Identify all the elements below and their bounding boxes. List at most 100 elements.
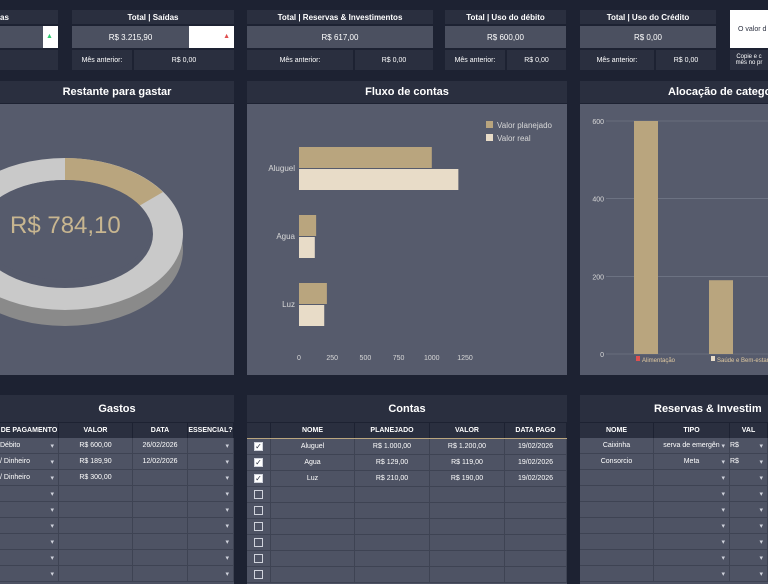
reservas-tipo-dropdown[interactable]: Meta <box>654 454 730 470</box>
contas-cell[interactable]: R$ 1.000,00 <box>355 439 430 455</box>
gastos-cell[interactable]: R$ 600,00 <box>59 438 133 454</box>
checkbox[interactable] <box>254 506 263 515</box>
contas-cell[interactable] <box>505 551 567 567</box>
checkbox[interactable] <box>254 554 263 563</box>
reservas-cell[interactable] <box>730 502 768 518</box>
reservas-cell[interactable] <box>580 502 654 518</box>
reservas-tipo-dropdown[interactable]: serva de emergên <box>654 438 730 454</box>
gastos-essencial-dropdown[interactable] <box>188 486 234 502</box>
reservas-cell[interactable] <box>730 518 768 534</box>
contas-cell[interactable] <box>355 503 430 519</box>
checkbox[interactable]: ✓ <box>254 458 263 467</box>
contas-cell[interactable]: R$ 210,00 <box>355 471 430 487</box>
gastos-cell[interactable] <box>133 566 188 582</box>
reservas-cell[interactable]: R$ <box>730 438 768 454</box>
reservas-cell[interactable] <box>730 534 768 550</box>
reservas-cell[interactable] <box>730 550 768 566</box>
checkbox[interactable]: ✓ <box>254 442 263 451</box>
contas-cell[interactable]: R$ 190,00 <box>430 471 505 487</box>
gastos-pagamento-dropdown[interactable] <box>0 486 59 502</box>
gastos-pagamento-dropdown[interactable]: / Dinheiro <box>0 470 59 486</box>
reservas-tipo-dropdown[interactable] <box>654 518 730 534</box>
gastos-pagamento-dropdown[interactable] <box>0 518 59 534</box>
contas-cell[interactable]: 19/02/2026 <box>505 439 567 455</box>
contas-cell[interactable]: Agua <box>271 455 355 471</box>
gastos-cell[interactable]: R$ 189,90 <box>59 454 133 470</box>
gastos-cell[interactable] <box>133 518 188 534</box>
gastos-cell[interactable] <box>59 502 133 518</box>
contas-cell[interactable] <box>271 551 355 567</box>
checkbox[interactable] <box>254 538 263 547</box>
contas-cell[interactable]: 19/02/2026 <box>505 471 567 487</box>
gastos-pagamento-dropdown[interactable]: / Dinheiro <box>0 454 59 470</box>
contas-cell[interactable] <box>271 487 355 503</box>
gastos-pagamento-dropdown[interactable] <box>0 566 59 582</box>
contas-cell[interactable] <box>271 535 355 551</box>
checkbox[interactable] <box>254 490 263 499</box>
reservas-cell[interactable]: R$ <box>730 454 768 470</box>
gastos-cell[interactable]: 12/02/2026 <box>133 454 188 470</box>
reservas-cell[interactable] <box>730 566 768 582</box>
reservas-cell[interactable] <box>580 518 654 534</box>
gastos-cell[interactable] <box>133 534 188 550</box>
contas-cell[interactable] <box>430 519 505 535</box>
gastos-pagamento-dropdown[interactable] <box>0 502 59 518</box>
reservas-cell[interactable] <box>580 566 654 582</box>
gastos-cell[interactable]: 26/02/2026 <box>133 438 188 454</box>
reservas-cell[interactable] <box>730 470 768 486</box>
gastos-cell[interactable] <box>59 534 133 550</box>
reservas-tipo-dropdown[interactable] <box>654 566 730 582</box>
contas-cell[interactable] <box>355 551 430 567</box>
gastos-essencial-dropdown[interactable] <box>188 470 234 486</box>
reservas-cell[interactable]: Consorcio <box>580 454 654 470</box>
contas-cell[interactable] <box>505 503 567 519</box>
contas-cell[interactable] <box>355 567 430 583</box>
contas-cell[interactable]: R$ 129,00 <box>355 455 430 471</box>
contas-cell[interactable] <box>430 487 505 503</box>
contas-cell[interactable] <box>271 567 355 583</box>
gastos-pagamento-dropdown[interactable] <box>0 550 59 566</box>
reservas-cell[interactable] <box>580 534 654 550</box>
contas-cell[interactable] <box>271 519 355 535</box>
reservas-cell[interactable] <box>730 486 768 502</box>
contas-cell[interactable] <box>505 487 567 503</box>
reservas-cell[interactable] <box>580 486 654 502</box>
gastos-cell[interactable] <box>133 550 188 566</box>
reservas-cell[interactable]: Caixinha <box>580 438 654 454</box>
gastos-pagamento-dropdown[interactable]: Débito <box>0 438 59 454</box>
contas-cell[interactable]: R$ 119,00 <box>430 455 505 471</box>
contas-cell[interactable] <box>505 567 567 583</box>
contas-cell[interactable]: 19/02/2026 <box>505 455 567 471</box>
contas-cell[interactable] <box>355 535 430 551</box>
gastos-cell[interactable] <box>59 486 133 502</box>
gastos-essencial-dropdown[interactable] <box>188 534 234 550</box>
checkbox[interactable] <box>254 522 263 531</box>
gastos-essencial-dropdown[interactable] <box>188 566 234 582</box>
contas-cell[interactable] <box>355 487 430 503</box>
gastos-pagamento-dropdown[interactable] <box>0 534 59 550</box>
contas-cell[interactable] <box>430 535 505 551</box>
gastos-cell[interactable] <box>133 470 188 486</box>
contas-cell[interactable] <box>430 551 505 567</box>
contas-cell[interactable] <box>271 503 355 519</box>
contas-cell[interactable] <box>505 519 567 535</box>
gastos-essencial-dropdown[interactable] <box>188 438 234 454</box>
reservas-cell[interactable] <box>580 470 654 486</box>
gastos-cell[interactable] <box>59 518 133 534</box>
gastos-cell[interactable] <box>59 550 133 566</box>
checkbox[interactable]: ✓ <box>254 474 263 483</box>
contas-cell[interactable]: Aluguel <box>271 439 355 455</box>
contas-cell[interactable] <box>430 503 505 519</box>
gastos-cell[interactable] <box>133 502 188 518</box>
gastos-essencial-dropdown[interactable] <box>188 454 234 470</box>
checkbox[interactable] <box>254 570 263 579</box>
reservas-tipo-dropdown[interactable] <box>654 470 730 486</box>
reservas-tipo-dropdown[interactable] <box>654 502 730 518</box>
contas-cell[interactable]: R$ 1.200,00 <box>430 439 505 455</box>
gastos-cell[interactable] <box>133 486 188 502</box>
gastos-cell[interactable]: R$ 300,00 <box>59 470 133 486</box>
reservas-tipo-dropdown[interactable] <box>654 534 730 550</box>
reservas-cell[interactable] <box>580 550 654 566</box>
reservas-tipo-dropdown[interactable] <box>654 486 730 502</box>
gastos-essencial-dropdown[interactable] <box>188 550 234 566</box>
